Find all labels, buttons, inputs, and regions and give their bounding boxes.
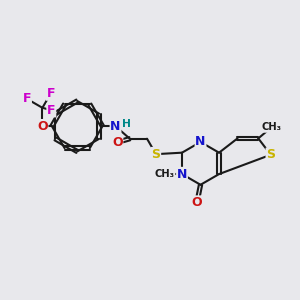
Text: N: N: [177, 168, 187, 181]
Text: S: S: [266, 148, 275, 161]
Text: CH₃: CH₃: [155, 169, 175, 179]
Text: N: N: [195, 136, 206, 148]
Text: CH₃: CH₃: [262, 122, 282, 132]
Text: N: N: [110, 120, 121, 133]
Text: O: O: [112, 136, 123, 149]
Text: S: S: [152, 148, 160, 161]
Text: F: F: [46, 87, 55, 100]
Text: O: O: [37, 120, 48, 133]
Text: H: H: [122, 119, 131, 129]
Text: O: O: [192, 196, 202, 209]
Text: F: F: [47, 104, 56, 117]
Text: F: F: [23, 92, 31, 105]
